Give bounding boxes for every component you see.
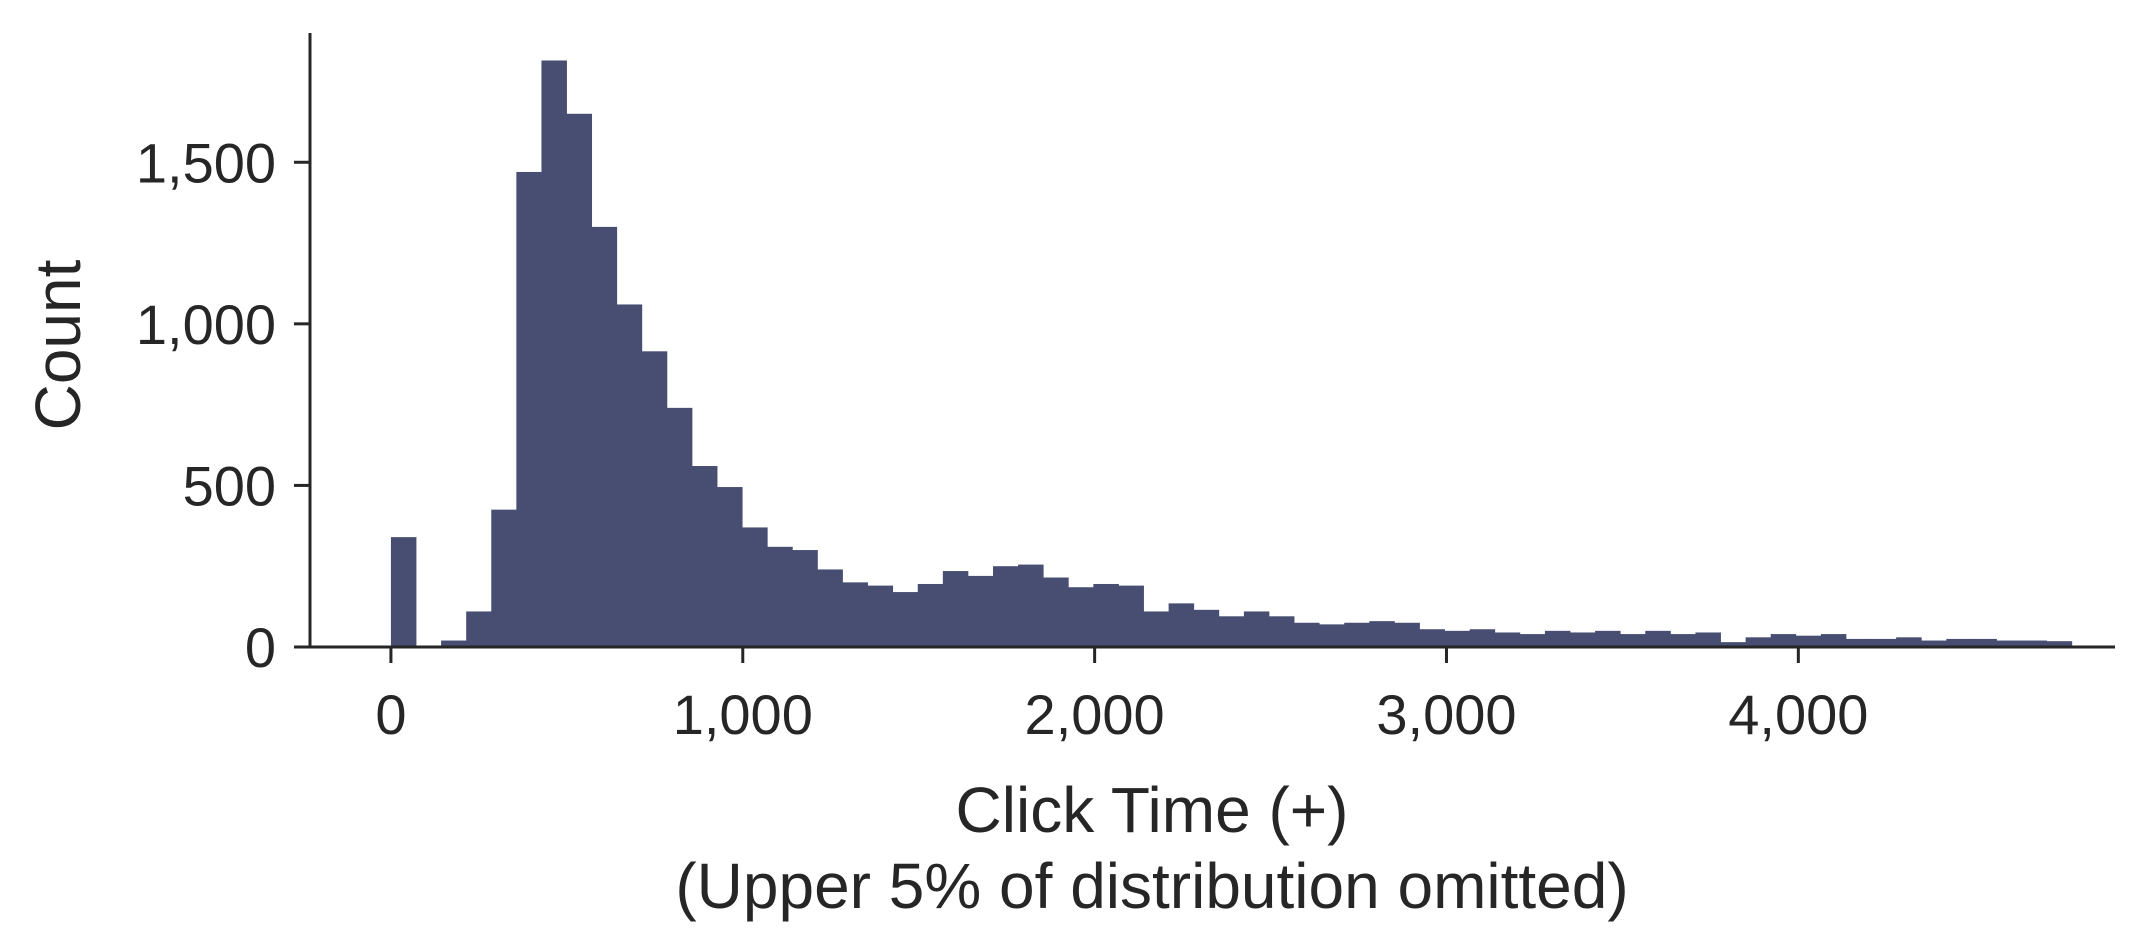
- histogram-bar: [1745, 637, 1772, 647]
- x-tick-label: 4,000: [1728, 683, 1868, 746]
- histogram-bar: [1519, 634, 1546, 647]
- histogram-bar: [1419, 629, 1445, 647]
- histogram-bar: [1469, 629, 1496, 647]
- histogram-bar: [666, 407, 693, 647]
- x-tick-label: 3,000: [1376, 683, 1516, 746]
- histogram-bar: [1294, 622, 1320, 647]
- x-tick-label: 0: [375, 683, 406, 746]
- histogram-bar: [1218, 616, 1245, 647]
- histogram-bar: [993, 566, 1019, 647]
- histogram-bar: [516, 171, 542, 647]
- histogram-bar: [566, 113, 593, 648]
- x-axis-label: Click Time (+): [956, 774, 1349, 846]
- histogram-bar: [641, 351, 668, 647]
- histogram-bar: [767, 546, 793, 647]
- y-tick-label: 500: [183, 454, 276, 517]
- histogram-bar: [1118, 585, 1144, 647]
- histogram-bar: [1193, 609, 1220, 647]
- axes: [308, 33, 2115, 649]
- histogram-bar: [1695, 632, 1721, 647]
- histogram-bar: [1845, 638, 1872, 647]
- histogram-bar: [1871, 638, 1897, 647]
- histogram-bar: [1444, 630, 1471, 647]
- histogram-bar: [691, 466, 718, 647]
- histogram-bar: [1670, 634, 1696, 647]
- histogram-bar: [1770, 634, 1797, 647]
- histogram-bar: [491, 509, 517, 647]
- histogram-bar: [1620, 634, 1646, 647]
- histogram-bar: [817, 569, 843, 647]
- histogram-bar: [942, 571, 969, 647]
- histogram-bar: [867, 585, 894, 647]
- histogram-bar: [1369, 621, 1395, 647]
- histogram-bar: [1544, 630, 1571, 647]
- histogram-bar: [466, 611, 492, 647]
- histogram-bar: [1921, 640, 1947, 647]
- histogram-bar: [842, 582, 868, 647]
- histogram-bar: [1394, 622, 1420, 647]
- histogram-bar: [892, 592, 919, 647]
- x-tick-label: 2,000: [1025, 683, 1165, 746]
- histogram-bar: [1344, 622, 1370, 647]
- histogram-bar: [390, 537, 417, 647]
- y-tick-label: 1,500: [136, 131, 276, 194]
- histogram-bar: [742, 527, 768, 647]
- x-tick-label: 1,000: [673, 683, 813, 746]
- histogram-bar: [967, 575, 994, 647]
- histogram-bar: [1268, 616, 1295, 647]
- histogram-bar: [541, 60, 567, 648]
- histogram-bar: [616, 304, 643, 647]
- histogram-bar: [1820, 634, 1847, 647]
- histogram-bar: [1018, 564, 1044, 647]
- histogram-bar: [591, 226, 618, 647]
- y-tick-label: 0: [245, 616, 276, 679]
- y-tick-label: 1,000: [136, 293, 276, 356]
- histogram-bar: [1946, 638, 1972, 647]
- histogram-bar: [1494, 632, 1521, 647]
- histogram-bar: [1319, 624, 1345, 647]
- histogram-bar: [1996, 640, 2022, 647]
- histogram-bar: [1168, 603, 1195, 647]
- histogram-bar: [917, 583, 944, 647]
- histogram-bar: [792, 550, 818, 647]
- histogram-bar: [1243, 611, 1270, 647]
- histogram-bars: [390, 60, 2073, 648]
- histogram-bar: [441, 640, 467, 647]
- histogram-bar: [1720, 642, 1747, 647]
- histogram-bar: [1143, 611, 1170, 647]
- histogram-bar: [1068, 587, 1094, 647]
- histogram-bar: [1971, 638, 1997, 647]
- histogram-bar: [1896, 637, 1922, 647]
- ticks: 0 1,000 2,000 3,000 4,000 0 500 1,000 1,500: [136, 131, 1869, 746]
- histogram-bar: [2021, 640, 2048, 647]
- histogram-bar: [1043, 577, 1069, 647]
- histogram-bar: [1645, 630, 1671, 647]
- histogram-bar: [1595, 630, 1621, 647]
- histogram-bar: [2046, 641, 2073, 647]
- histogram-bar: [1093, 583, 1119, 647]
- x-axis-note: (Upper 5% of distribution omitted): [675, 850, 1628, 922]
- histogram-bar: [1570, 632, 1596, 647]
- y-axis-label: Count: [22, 259, 94, 430]
- histogram-bar: [1795, 635, 1822, 647]
- histogram-bar: [717, 487, 743, 647]
